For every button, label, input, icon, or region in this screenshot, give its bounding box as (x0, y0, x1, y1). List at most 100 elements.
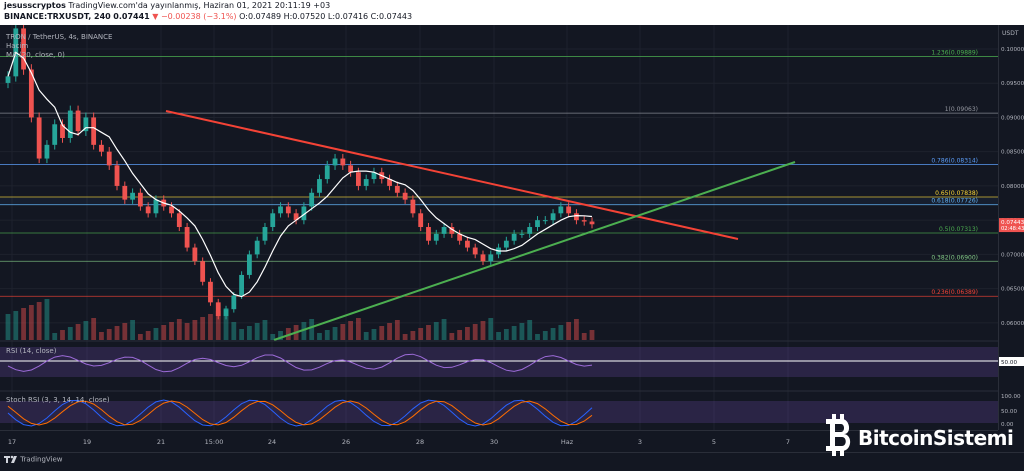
ma-legend: MA (20, close, 0) (6, 51, 65, 59)
volume-bar (394, 320, 400, 340)
candle-body (44, 144, 50, 159)
candle-body (558, 206, 564, 214)
volume-bar (137, 334, 143, 340)
volume-bar (223, 308, 229, 340)
volume-bar (589, 330, 595, 340)
time-tick-label: Haz (561, 438, 574, 446)
candle-body (550, 213, 556, 221)
volume-bar (99, 332, 104, 340)
candle-body (449, 227, 455, 234)
candle-body (566, 206, 572, 214)
symbol-text: BINANCE:TRXUSDT, 240 (4, 12, 111, 21)
volume-bar (426, 325, 431, 340)
stoch-d-line (7, 400, 593, 426)
volume-bar (13, 311, 19, 340)
candle-body (231, 295, 237, 310)
volume-bar (52, 333, 58, 340)
volume-bar (480, 321, 486, 340)
volume-bar (472, 324, 478, 340)
candle-body (192, 247, 198, 262)
candle-body (254, 240, 260, 255)
candle-body (130, 192, 135, 200)
volume-bar (363, 332, 369, 340)
candle-body (200, 261, 206, 282)
candle-body (5, 76, 11, 83)
symbol-legend: TRON / TetherUS, 4s, BINANCE (6, 33, 113, 41)
volume-bar (169, 322, 174, 340)
price-axis[interactable]: USDT 0.10000 0.09500 0.09000 0.08500 0.08000 0… (998, 25, 1024, 430)
volume-bar (254, 323, 260, 340)
volume-bar (184, 323, 190, 340)
candle-body (535, 220, 540, 228)
volume-bar (246, 326, 252, 340)
volume-bar (542, 331, 548, 340)
volume-bar (550, 328, 556, 340)
volume-bar (418, 328, 424, 340)
current-price-label: 0.07443 (1001, 220, 1024, 226)
stoch-k-line (7, 399, 593, 427)
candle-body (67, 110, 73, 138)
volume-bar (511, 326, 517, 340)
volume-bar (231, 322, 237, 340)
tradingview-footer[interactable]: TradingView (4, 455, 63, 464)
candle-body (184, 227, 190, 248)
tradingview-logo-icon (4, 455, 17, 463)
stoch-tick-label: 0.00 (1001, 422, 1014, 428)
volume-bar (332, 327, 338, 340)
ohlc-text: O:0.07489 H:0.07520 L:0.07416 C:0.07443 (239, 12, 413, 21)
volume-bar (535, 334, 540, 340)
candle-body (410, 199, 416, 214)
volume-bar (67, 327, 73, 340)
candle-body (99, 144, 104, 152)
time-tick-label: 17 (8, 438, 16, 446)
candle-body (208, 281, 213, 303)
candle-body (223, 309, 229, 317)
volume-bar (36, 302, 42, 340)
rsi-legend: RSI (14, close) (6, 347, 57, 355)
publish-line: jesusscryptos TradingView.com'da yayınla… (4, 1, 330, 10)
fib-level-label: 0.786(0.08314) (931, 157, 978, 164)
volume-bar (91, 318, 97, 340)
header-bar: jesusscryptos TradingView.com'da yayınla… (0, 0, 1024, 25)
volume-bar (161, 325, 167, 340)
candle-body (433, 233, 439, 241)
volume-bar (402, 334, 408, 340)
candle-body (285, 206, 291, 214)
time-tick-label: 5 (712, 438, 716, 446)
candle-body (363, 179, 369, 186)
candle-body (28, 69, 34, 118)
volume-bar (192, 320, 198, 340)
candle-body (309, 192, 315, 207)
price-tick-label: 0.08000 (1001, 184, 1024, 190)
chart-plot-area[interactable]: 1.236(0.09889) 1(0.09063) 0.786(0.08314) 0.… (0, 25, 998, 430)
candle-body (324, 165, 330, 180)
candle-body (246, 254, 252, 275)
volume-bar (574, 319, 579, 340)
price-tick-label: 0.08500 (1001, 150, 1024, 156)
time-tick-label: 30 (490, 438, 498, 446)
volume-bar (503, 329, 509, 340)
volume-bar (465, 327, 470, 340)
candle-body (542, 220, 548, 222)
volume-bar (457, 330, 463, 340)
rsi-band (0, 347, 998, 377)
time-axis[interactable]: 17 19 21 15:00 24 26 28 30 Haz 3 5 7 (0, 430, 998, 453)
fib-level-label: 0.5(0.07313) (939, 226, 978, 233)
candle-body (301, 206, 307, 221)
time-tick-label: 15:00 (205, 438, 224, 446)
bar-countdown-label: 02:48:43 (1001, 226, 1024, 232)
ma-line (7, 51, 593, 298)
volume-bar (200, 317, 206, 340)
stoch-tick-label: 50.00 (1001, 409, 1017, 415)
candle-body (457, 233, 463, 241)
footer-bar (0, 452, 1024, 471)
candle-body (387, 179, 392, 186)
symbol-line: BINANCE:TRXUSDT, 240 0.07441 ▼ −0.00238 … (4, 12, 412, 21)
fib-level-label: 1.236(0.09889) (931, 50, 978, 57)
volume-bar (433, 322, 439, 340)
candle-body (402, 192, 408, 200)
candle-body (122, 185, 128, 200)
fib-level-label: 1(0.09063) (945, 106, 978, 113)
author-name[interactable]: jesusscryptos (4, 1, 66, 10)
candle-body (215, 302, 221, 317)
